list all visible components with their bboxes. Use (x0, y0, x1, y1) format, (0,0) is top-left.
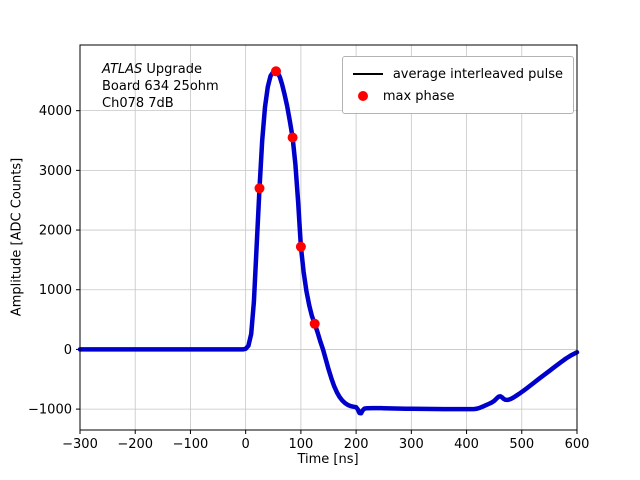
x-tick-label: 100 (288, 437, 313, 452)
max-phase-dot (271, 66, 281, 77)
annotation-line1-suffix: Upgrade (142, 62, 202, 77)
max-phase-dot (287, 132, 298, 143)
legend: average interleaved pulse max phase (341, 56, 574, 114)
y-axis-label: Amplitude [ADC Counts] (9, 157, 25, 317)
x-tick-label: 300 (399, 437, 424, 452)
legend-item-max-phase: max phase (353, 85, 563, 107)
x-tick-label: −100 (173, 437, 209, 452)
y-tick-label: 1000 (39, 283, 72, 298)
legend-line-sample (352, 73, 383, 75)
y-tick-label: 3000 (39, 164, 72, 179)
max-phase-dot (254, 183, 265, 194)
y-tick-label: 0 (64, 343, 72, 358)
y-tick-label: 4000 (39, 104, 72, 119)
x-tick-label: −200 (117, 437, 153, 452)
plot-frame (79, 44, 578, 431)
max-phase-dot (309, 318, 320, 329)
x-tick-label: 400 (454, 437, 479, 452)
annotation-block: ATLAS Upgrade Board 634 25ohm Ch078 7dB (102, 61, 219, 112)
y-tick-label: 2000 (39, 224, 72, 239)
pulse-line (77, 69, 580, 416)
x-axis-label: Time [ns] (297, 452, 359, 467)
annotation-experiment: ATLAS (102, 62, 143, 77)
y-tick-label: −1000 (28, 403, 72, 418)
legend-label-average-pulse: average interleaved pulse (392, 66, 563, 82)
x-tick-label: 0 (242, 437, 250, 452)
x-tick-label: 200 (344, 437, 369, 452)
legend-item-average-pulse: average interleaved pulse (352, 63, 563, 85)
max-phase-dot (295, 241, 306, 252)
annotation-line-2: Board 634 25ohm (102, 79, 219, 94)
annotation-line-1: ATLAS Upgrade (102, 61, 219, 78)
legend-dot-sample (357, 91, 368, 101)
x-tick-label: 600 (565, 437, 590, 452)
x-tick-label: 500 (509, 437, 534, 452)
annotation-line-3: Ch078 7dB (102, 96, 174, 111)
x-tick-label: −300 (62, 437, 98, 452)
legend-label-max-phase: max phase (382, 88, 455, 104)
